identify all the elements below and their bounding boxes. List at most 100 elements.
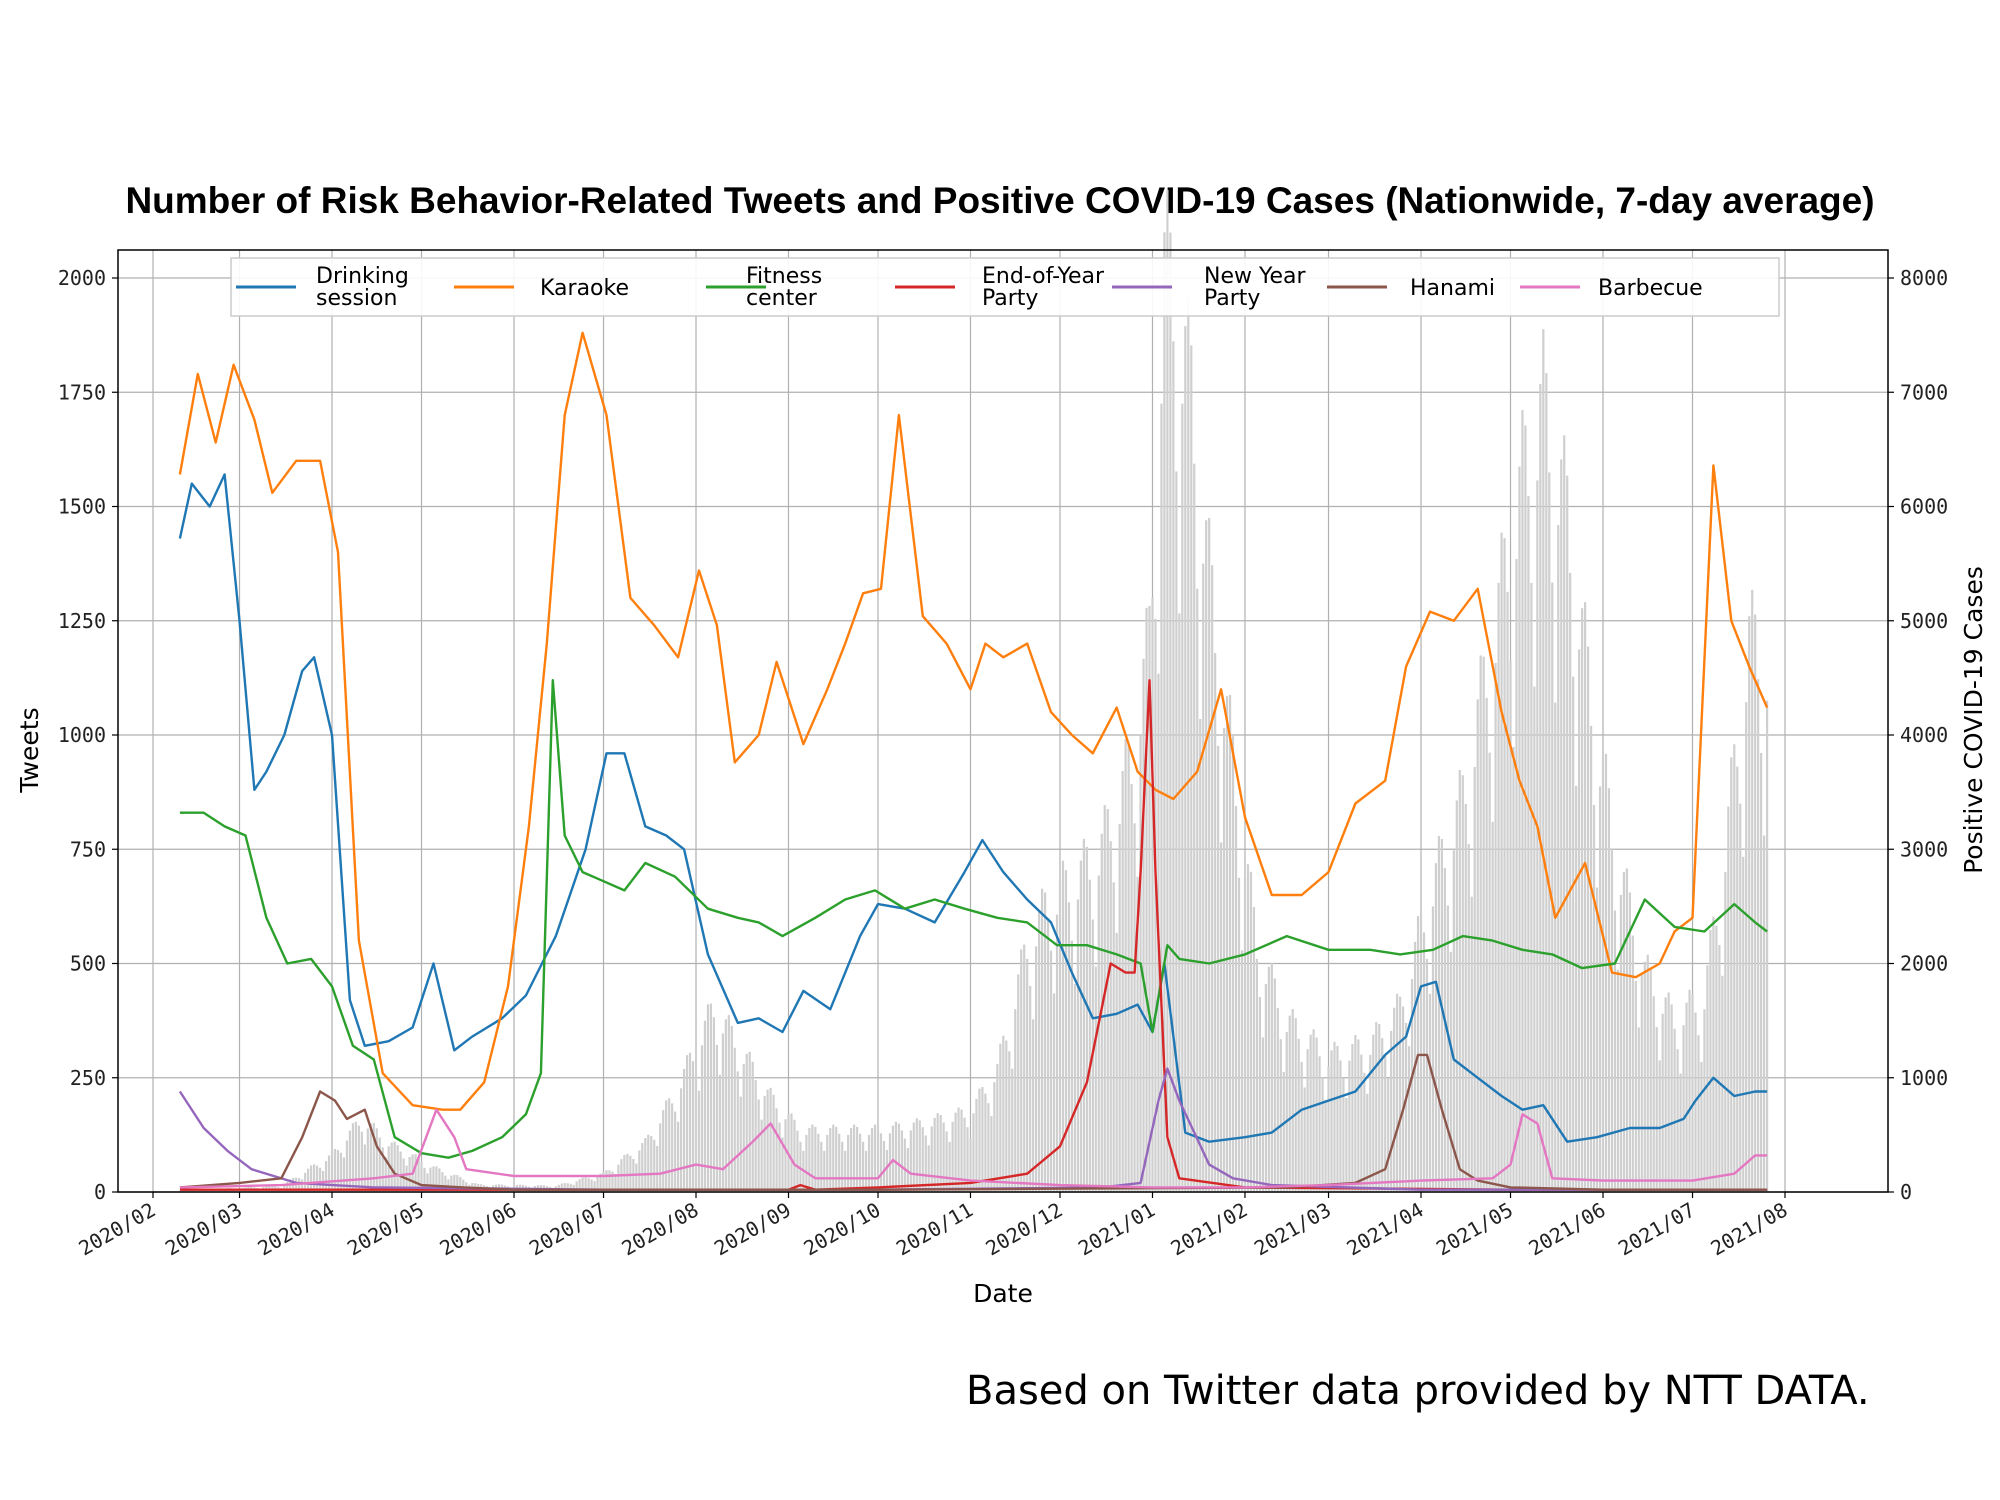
case-bar — [1476, 699, 1479, 1192]
case-bar — [945, 1131, 948, 1192]
y2-tick-label: 8000 — [1900, 266, 1948, 290]
case-bar — [1002, 1035, 1005, 1192]
case-bar — [301, 1179, 304, 1192]
case-bar — [679, 1088, 683, 1192]
case-bar — [984, 1093, 987, 1192]
case-bar — [348, 1130, 352, 1192]
case-bar — [659, 1123, 662, 1192]
case-bar — [1682, 1025, 1685, 1192]
case-bar — [1330, 1050, 1333, 1192]
case-bar — [584, 1177, 587, 1192]
case-bar — [847, 1134, 850, 1192]
case-bar — [381, 1147, 384, 1192]
y-tick-label: 750 — [70, 837, 106, 861]
case-bar — [674, 1111, 677, 1192]
x-tick-label: 2020/12 — [981, 1198, 1066, 1261]
case-bar — [1124, 739, 1127, 1192]
case-bar — [1073, 983, 1077, 1192]
case-bar — [1554, 702, 1557, 1192]
case-bar — [1088, 879, 1091, 1192]
case-bar — [441, 1171, 444, 1192]
case-bar — [996, 1064, 999, 1192]
case-bar — [298, 1178, 301, 1192]
case-bar — [1458, 770, 1461, 1192]
case-bar — [566, 1183, 569, 1192]
case-bar — [656, 1145, 659, 1192]
case-bar — [653, 1139, 656, 1192]
legend-label: End-of-Year — [982, 264, 1105, 289]
case-bar — [1658, 1060, 1661, 1192]
case-bar — [870, 1128, 874, 1192]
case-bar — [954, 1112, 957, 1192]
case-bar — [1285, 1032, 1288, 1192]
case-bar — [1163, 232, 1166, 1193]
case-bar — [933, 1117, 936, 1192]
case-bar — [1721, 975, 1724, 1192]
case-bar — [1291, 1009, 1294, 1192]
case-bar — [1757, 679, 1760, 1192]
case-bar — [1085, 846, 1088, 1192]
case-bar — [1634, 980, 1637, 1192]
case-bar — [1166, 189, 1169, 1192]
case-bar — [1670, 1004, 1673, 1192]
case-bar — [1288, 1015, 1291, 1192]
case-bar — [1249, 871, 1253, 1192]
case-bar — [1243, 877, 1247, 1192]
case-bar — [1631, 935, 1634, 1192]
case-bar — [912, 1122, 915, 1192]
case-bar — [366, 1128, 369, 1192]
case-bar — [662, 1110, 665, 1192]
case-bar — [751, 1061, 754, 1192]
case-bar — [1345, 1097, 1348, 1192]
case-bar — [1533, 686, 1536, 1192]
legend-label: Karaoke — [540, 276, 629, 301]
x-tick-label: 2020/08 — [618, 1198, 703, 1261]
case-bar — [596, 1176, 599, 1192]
case-bar — [378, 1137, 381, 1192]
case-bar — [757, 1099, 760, 1192]
case-bar — [1404, 1022, 1408, 1192]
case-bar — [1205, 520, 1208, 1192]
case-bar — [1378, 1023, 1381, 1192]
case-bar — [1613, 910, 1617, 1192]
case-bar — [1584, 602, 1587, 1192]
case-bar — [1354, 1035, 1357, 1192]
case-bar — [318, 1167, 322, 1192]
case-bar — [1691, 994, 1694, 1192]
case-bar — [1306, 1049, 1309, 1192]
case-bar — [587, 1178, 590, 1192]
case-bar — [1491, 821, 1494, 1192]
case-bar — [313, 1164, 316, 1192]
case-bar — [1706, 965, 1709, 1192]
case-bars — [178, 189, 1769, 1193]
case-bar — [187, 1190, 190, 1192]
case-bar — [1151, 597, 1154, 1192]
case-bar — [706, 1004, 710, 1192]
case-bar — [1598, 786, 1602, 1192]
case-bar — [333, 1149, 337, 1192]
case-bar — [563, 1183, 566, 1192]
case-bar — [1685, 1002, 1688, 1192]
case-bar — [1208, 517, 1211, 1192]
case-bar — [190, 1190, 193, 1192]
case-bar — [393, 1141, 396, 1192]
case-bar — [1479, 655, 1482, 1192]
case-bar — [396, 1145, 399, 1192]
case-bar — [1076, 899, 1080, 1192]
case-bar — [1497, 582, 1500, 1192]
case-bar — [1312, 1029, 1315, 1192]
case-bar — [805, 1134, 808, 1192]
case-bar — [685, 1055, 689, 1192]
case-bar — [1225, 696, 1229, 1192]
case-bar — [1014, 1009, 1017, 1192]
y-tick-label: 500 — [70, 952, 106, 976]
case-bar — [1530, 583, 1533, 1192]
case-bar — [876, 1126, 880, 1192]
case-bar — [375, 1128, 378, 1192]
case-bar — [569, 1183, 572, 1192]
case-bar — [1175, 471, 1178, 1192]
case-bar — [814, 1126, 817, 1192]
case-bar — [1655, 1027, 1658, 1192]
case-bar — [793, 1119, 796, 1192]
case-bar — [193, 1190, 196, 1192]
